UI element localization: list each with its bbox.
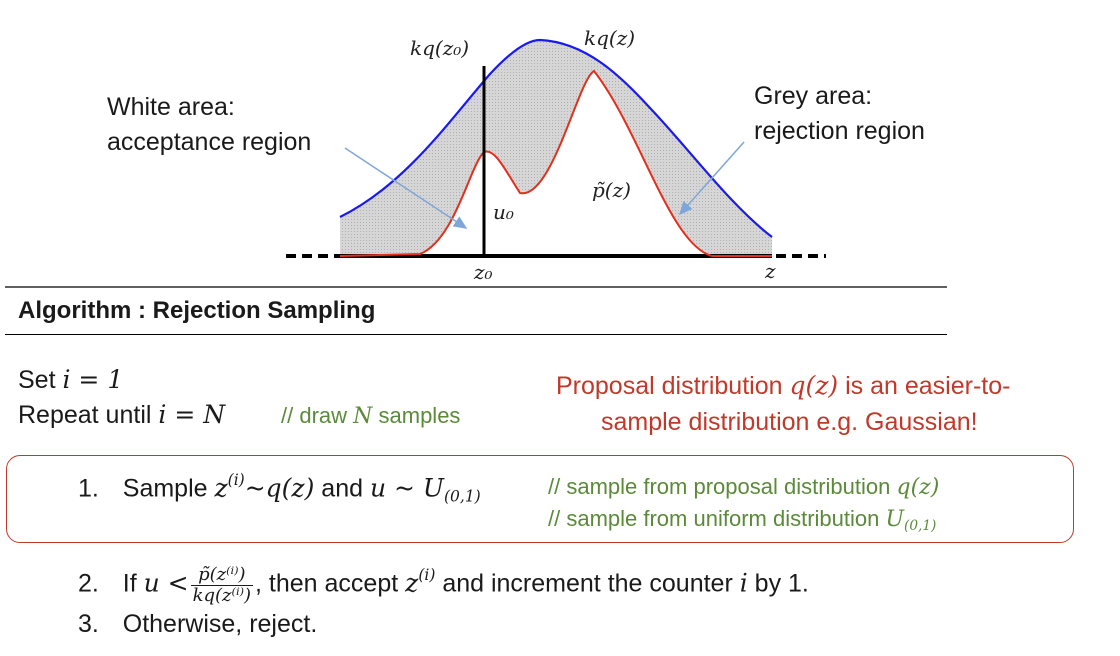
step3-line: 3. Otherwise, reject. bbox=[78, 610, 317, 639]
label-u0: u₀ bbox=[493, 200, 514, 224]
step2-number: 2. bbox=[78, 569, 99, 598]
step1-comment2-sub: (0,1) bbox=[904, 518, 937, 535]
rejection-arrow bbox=[679, 141, 745, 216]
step2-text-a: If bbox=[122, 569, 144, 598]
step2-fraction: p̃(z⁽ⁱ⁾) kq(z⁽ⁱ⁾) bbox=[190, 564, 254, 606]
set-line: Set i = 1 bbox=[18, 365, 123, 395]
step1-line: 1. Sample z(i)~q(z) and u ~ U(0,1) bbox=[78, 471, 481, 505]
step3-number: 3. bbox=[78, 610, 99, 638]
step1-number: 1. bbox=[78, 474, 99, 503]
title-bottom-rule bbox=[5, 334, 947, 335]
note-line1-suffix: is an easier-to- bbox=[838, 372, 1011, 400]
step1-comment1-expr: q(z) bbox=[896, 475, 940, 500]
repeat-expr: i = N bbox=[158, 400, 226, 429]
step2-frac-numerator: p̃(z⁽ⁱ⁾) bbox=[190, 564, 254, 586]
grey-area-line2: rejection region bbox=[754, 117, 925, 145]
step1-comment2-expr: U bbox=[885, 507, 905, 532]
step1-text-b: and bbox=[314, 474, 370, 503]
step2-expr-c: i bbox=[739, 568, 748, 598]
grey-area-label: Grey area: rejection region bbox=[754, 79, 925, 149]
repeat-text: Repeat until bbox=[18, 401, 159, 429]
set-expr: i = 1 bbox=[62, 365, 124, 394]
step3-text: Otherwise, reject. bbox=[122, 610, 318, 638]
label-z: z bbox=[765, 259, 776, 283]
step1-comment1: // sample from proposal distribution q(z… bbox=[548, 474, 939, 500]
step2-expr-b: z bbox=[405, 568, 419, 598]
grey-area-line1: Grey area: bbox=[754, 82, 873, 110]
step1-comment1-prefix: // sample from proposal distribution bbox=[548, 474, 897, 499]
step1-comment2-prefix: // sample from uniform distribution bbox=[548, 506, 886, 531]
step2-text-c: and increment the counter bbox=[435, 569, 740, 598]
step1-box bbox=[6, 455, 1074, 543]
label-p-tilde: p̃(z) bbox=[592, 178, 631, 202]
label-kq-z: kq(z) bbox=[584, 26, 636, 50]
repeat-comment-prefix: // draw bbox=[281, 403, 354, 428]
step2-text-b: , then accept bbox=[255, 569, 406, 598]
step2-line: 2. If u < p̃(z⁽ⁱ⁾) kq(z⁽ⁱ⁾), then accept z… bbox=[78, 547, 809, 612]
step1-sub-c: (0,1) bbox=[443, 487, 481, 506]
label-kq-z0: kq(z₀) bbox=[410, 36, 470, 60]
label-z0: z₀ bbox=[474, 260, 493, 284]
note-line1-prefix: Proposal distribution bbox=[556, 372, 790, 400]
repeat-comment-suffix: samples bbox=[372, 403, 461, 428]
white-area-line1: White area: bbox=[107, 93, 235, 121]
step2-frac-denominator: kq(z⁽ⁱ⁾) bbox=[192, 584, 252, 606]
step1-expr-b: ~q(z) bbox=[244, 473, 315, 503]
rejection-sampling-plot bbox=[5, 38, 947, 288]
proposal-note-line2: sample distribution e.g. Gaussian! bbox=[601, 408, 978, 436]
set-text: Set bbox=[18, 366, 63, 394]
step1-sup-a: (i) bbox=[227, 471, 245, 489]
proposal-note-line1: Proposal distribution q(z) is an easier-… bbox=[556, 368, 1010, 404]
target-curve bbox=[339, 69, 772, 257]
envelope-curve bbox=[339, 38, 773, 238]
repeat-line: Repeat until i = N bbox=[18, 400, 225, 430]
step1-expr-c: u ~ U bbox=[369, 473, 444, 503]
acceptance-arrow bbox=[344, 147, 468, 229]
white-area-line2: acceptance region bbox=[107, 128, 312, 156]
step2-expr-a: u < bbox=[143, 568, 189, 598]
white-area-label: White area: acceptance region bbox=[107, 90, 311, 160]
step1-text-a: Sample bbox=[122, 474, 215, 503]
repeat-comment: // draw N samples bbox=[281, 403, 460, 429]
proposal-note: Proposal distribution q(z) is an easier-… bbox=[556, 368, 1010, 440]
step1-comment2: // sample from uniform distribution U(0,… bbox=[548, 506, 936, 534]
note-line1-expr: q(z) bbox=[789, 371, 839, 400]
repeat-comment-var: N bbox=[353, 404, 373, 429]
step2-text-d: by 1. bbox=[747, 569, 809, 598]
step1-expr-a: z bbox=[214, 473, 228, 503]
rejection-region bbox=[340, 40, 772, 256]
step2-sup-b: (i) bbox=[418, 566, 436, 584]
algorithm-title: Algorithm : Rejection Sampling bbox=[18, 297, 376, 324]
